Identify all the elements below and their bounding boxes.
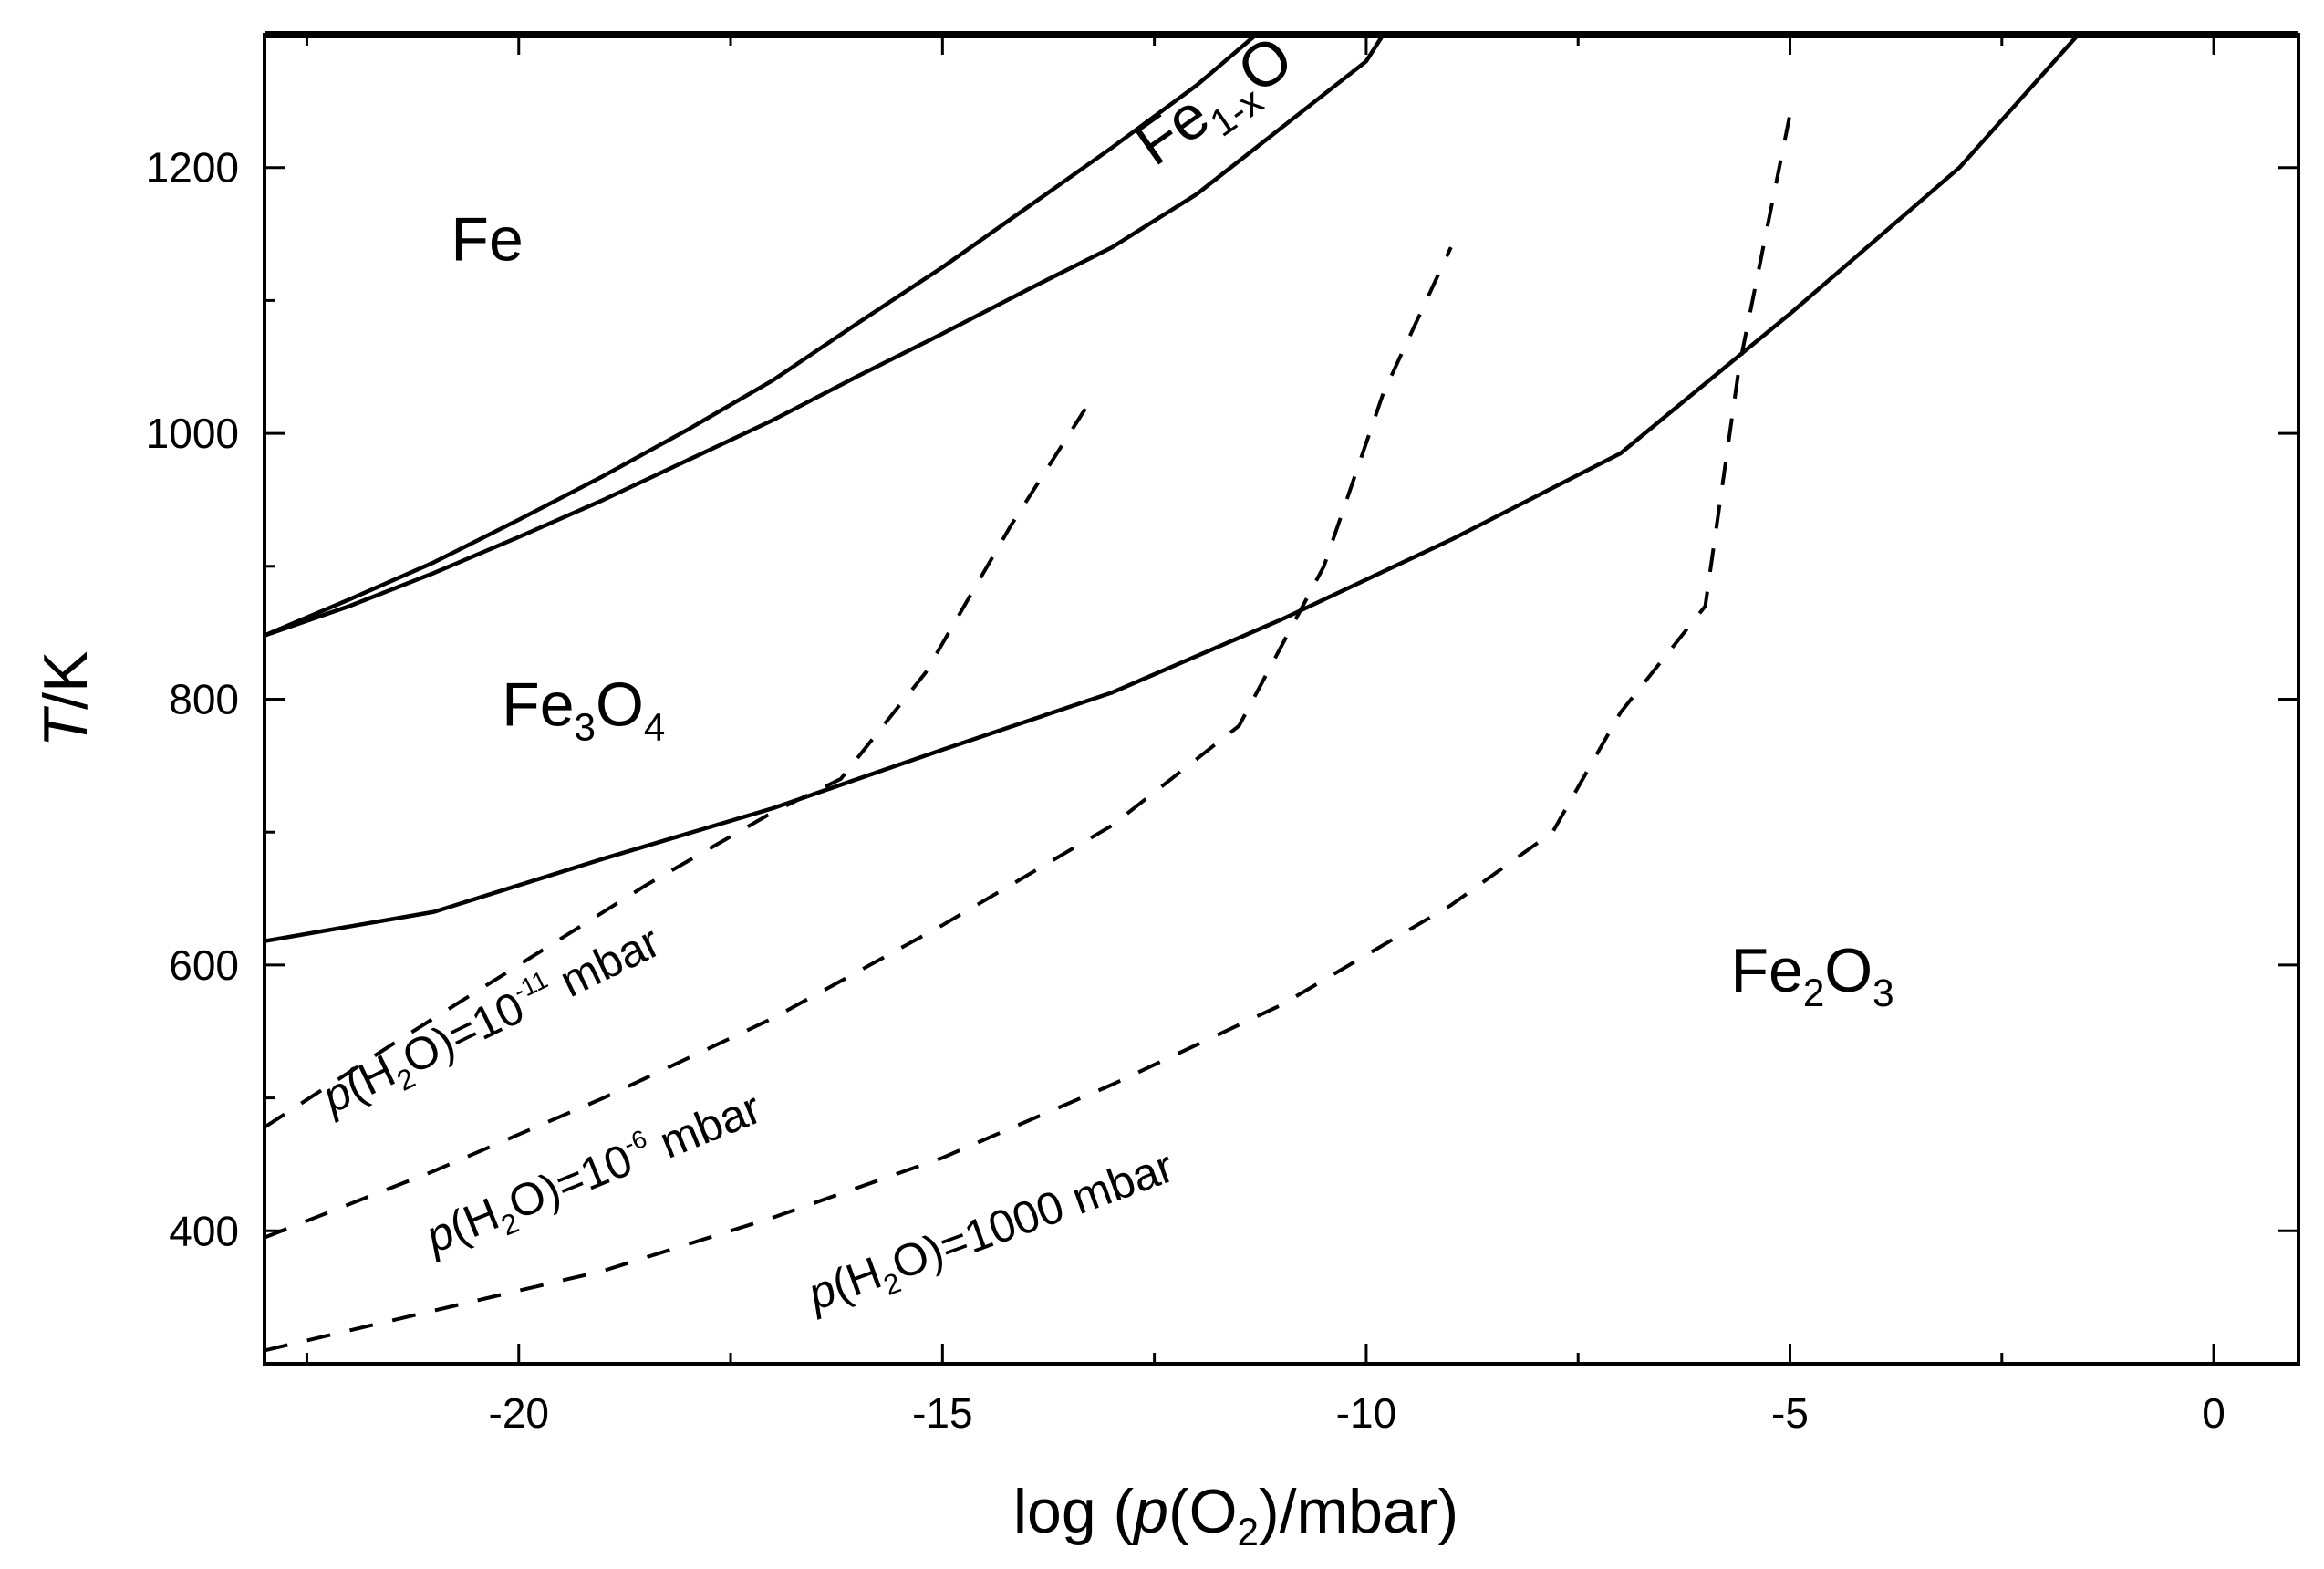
phase-boundary-line-0: [264, 33, 1258, 638]
phase-label-fe3o4: Fe3O4: [502, 670, 665, 749]
x-tick-label: -20: [489, 1389, 549, 1437]
series-group: [263, 33, 2080, 1353]
dashed-series-line-5: [264, 114, 1792, 1353]
phase-boundary-line-2: [264, 33, 2080, 943]
dashed-series-line-4: [264, 246, 1453, 1240]
y-tick-label: 1000: [146, 410, 239, 457]
phase-boundary-line-1: [264, 33, 1385, 638]
axes: -20 -15 -10 -5 0 400 600 800 1000 1200 log (p(O2)/…: [31, 31, 2300, 1553]
phase-label-fe: Fe: [451, 205, 523, 275]
x-tick-label: -5: [1771, 1389, 1809, 1437]
y-axis-title: T/K: [31, 651, 100, 748]
dashed-series-line-3: [263, 392, 1097, 1129]
x-tick-label: -15: [912, 1389, 972, 1437]
y-tick-label: 600: [169, 941, 239, 989]
x-tick-label: 0: [2202, 1389, 2225, 1437]
curve-label-h2o-1e-11: p(H2O)=10-11 mbar: [312, 914, 671, 1130]
y-tick-label: 400: [169, 1207, 239, 1254]
phase-label-fe1xo: Fe1-xO: [1123, 22, 1311, 186]
x-tick-label: -10: [1336, 1389, 1396, 1437]
y-tick-label: 800: [169, 676, 239, 723]
curve-label-h2o-1000: p(H2O)=1000 mbar: [800, 1140, 1183, 1327]
curve-label-h2o-1e-6: p(H2O)=10-6 mbar: [416, 1080, 771, 1270]
y-tick-label: 1200: [146, 144, 239, 192]
phase-label-fe2o3: Fe2O3: [1730, 936, 1893, 1014]
x-axis-title: log (p(O2)/mbar): [1013, 1477, 1458, 1553]
